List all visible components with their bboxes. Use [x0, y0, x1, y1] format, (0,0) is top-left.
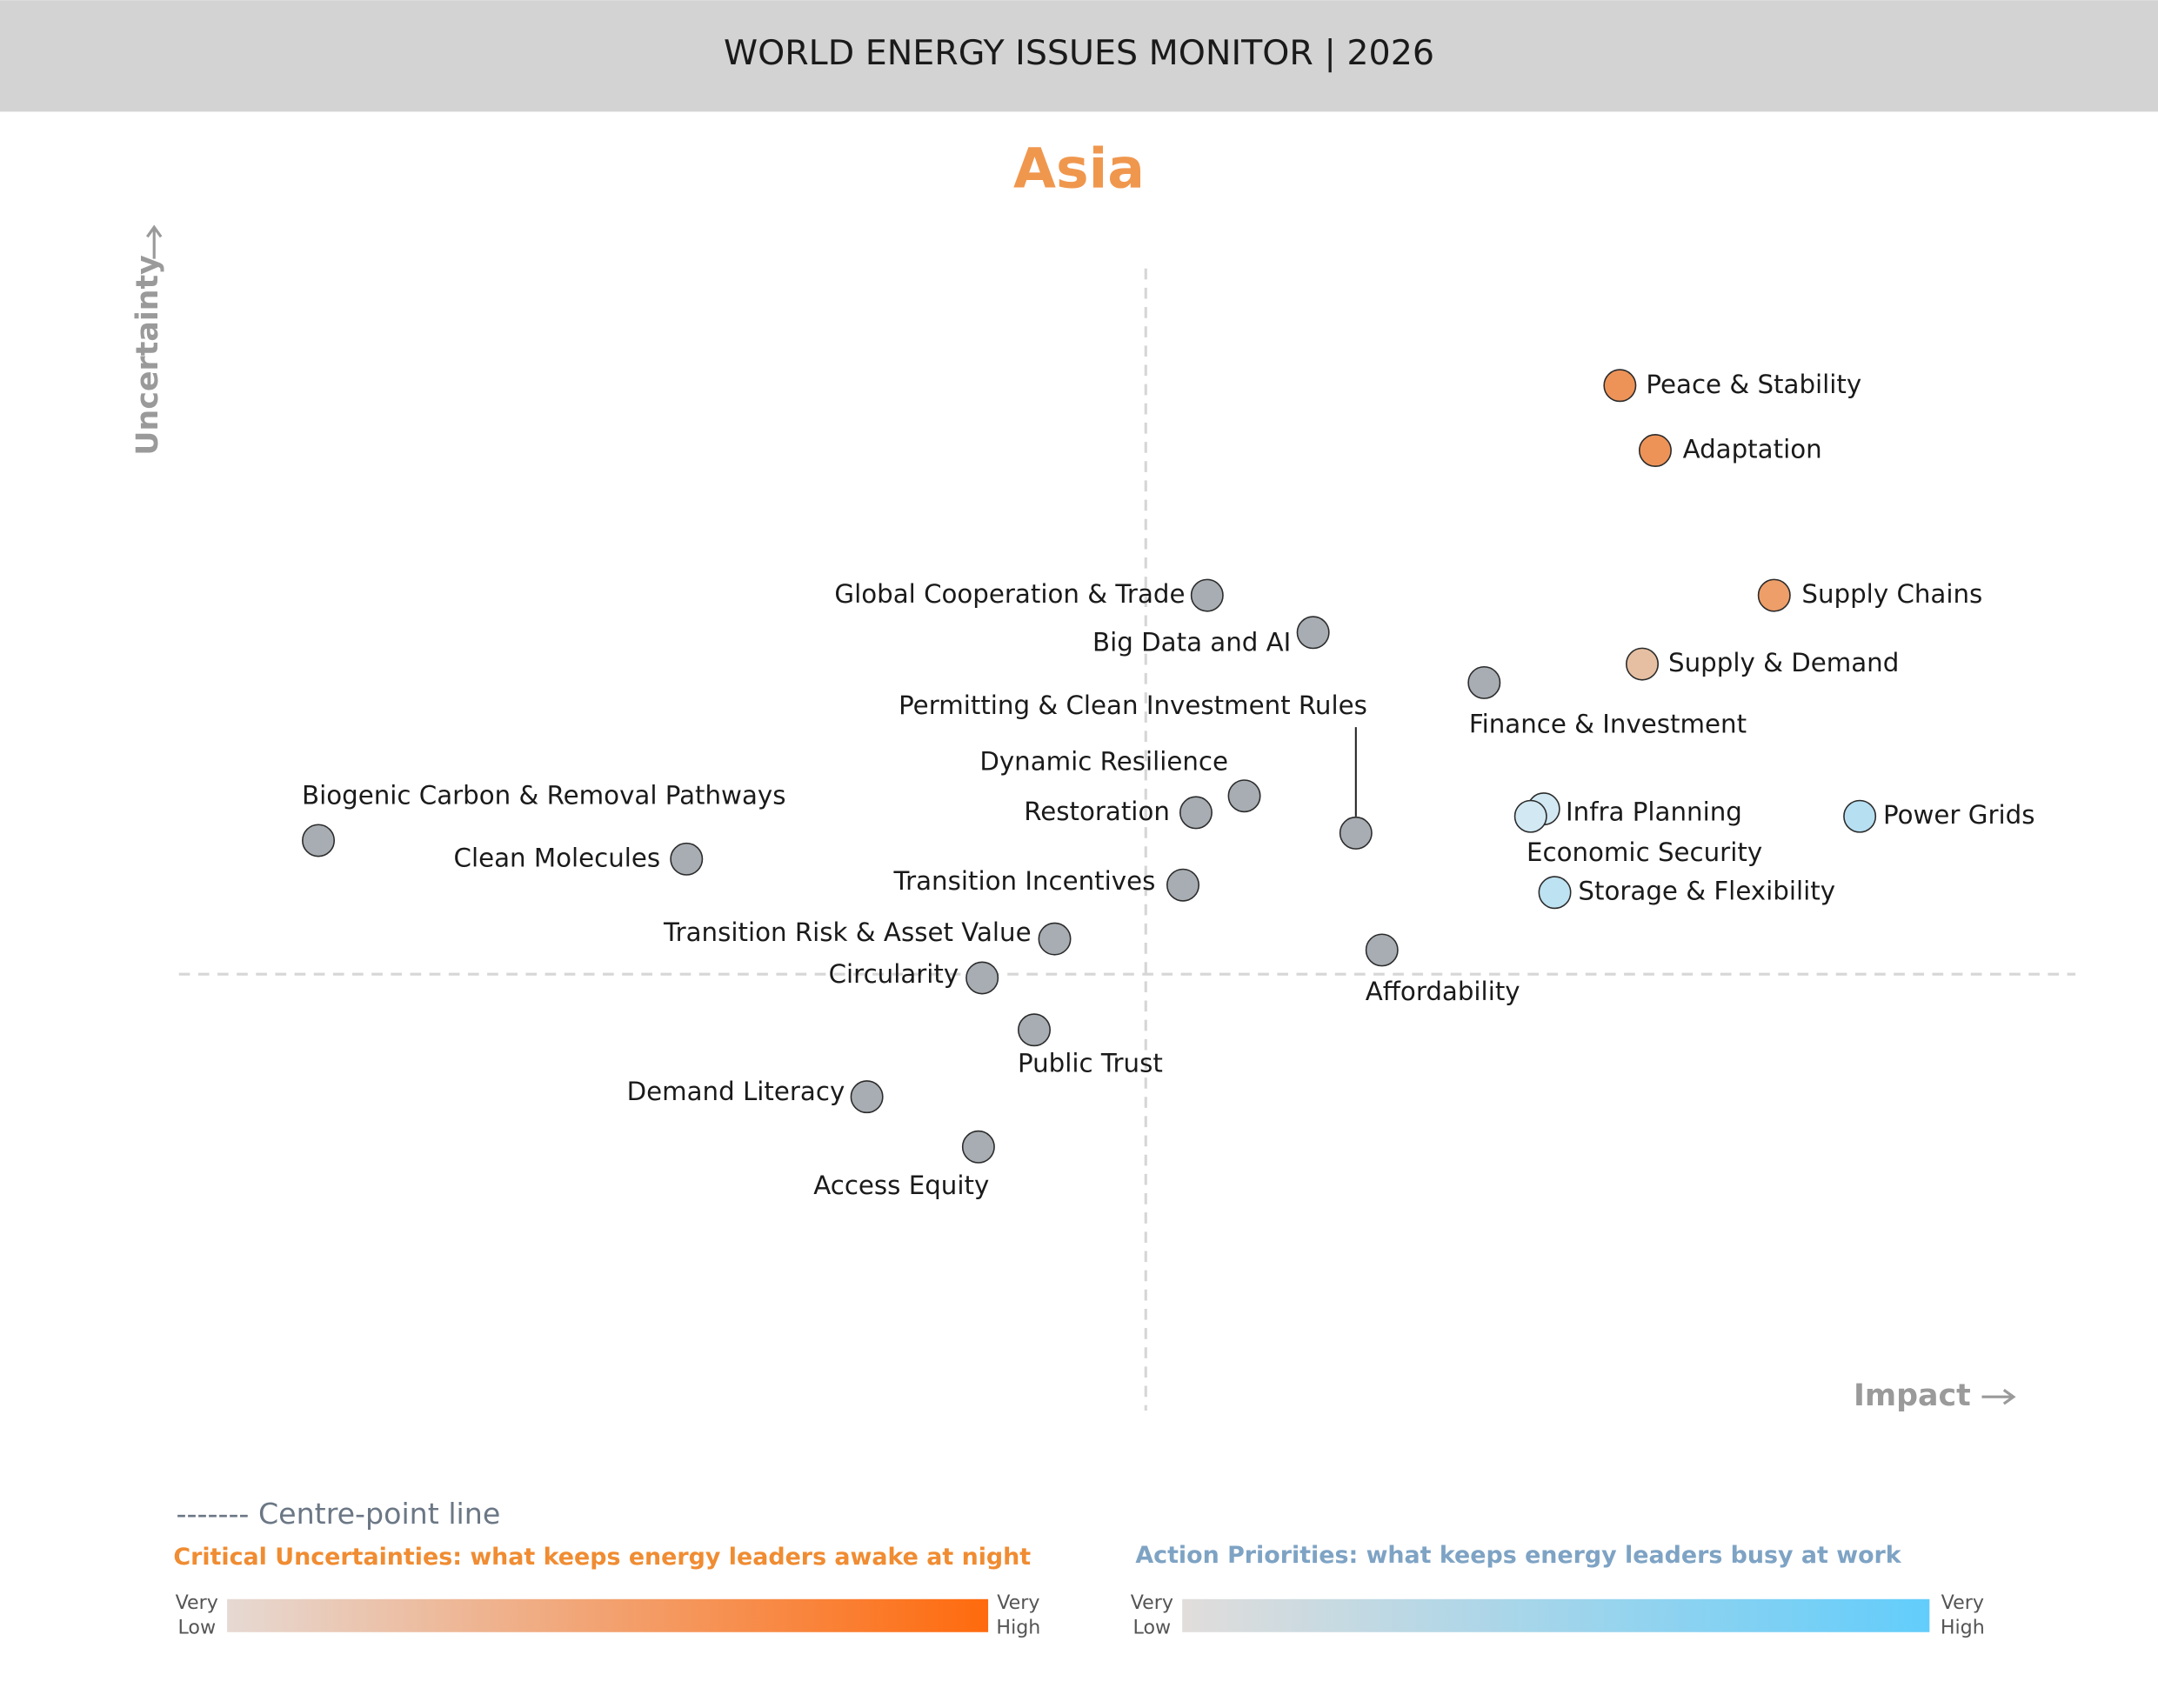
- data-point: [850, 1080, 884, 1114]
- data-point: [1018, 1013, 1051, 1047]
- data-point: [965, 961, 999, 995]
- data-point: [1190, 578, 1224, 612]
- point-label: Demand Literacy: [627, 1077, 845, 1106]
- data-point: [1339, 816, 1373, 850]
- data-point: [1467, 665, 1501, 699]
- point-label: Supply & Demand: [1668, 648, 1899, 677]
- point-label: Infra Planning: [1566, 797, 1742, 826]
- data-point: [1626, 647, 1659, 681]
- point-label: Biogenic Carbon & Removal Pathways: [302, 780, 785, 810]
- point-label: Permitting & Clean Investment Rules: [899, 691, 1367, 720]
- point-label: Adaptation: [1683, 435, 1822, 464]
- point-label: Circularity: [829, 959, 959, 989]
- data-point: [1038, 922, 1072, 956]
- action-legend-title: Action Priorities: what keeps energy lea…: [1135, 1542, 1901, 1569]
- gradient-end-label: Very: [176, 1591, 218, 1614]
- point-label: Global Cooperation & Trade: [834, 579, 1185, 609]
- chart-title: Asia: [1013, 137, 1145, 201]
- point-label: Transition Incentives: [893, 866, 1156, 896]
- gradient-end-label: Low: [177, 1617, 216, 1639]
- data-point: [1296, 616, 1330, 650]
- critical-legend-title: Critical Uncertainties: what keeps energ…: [173, 1544, 1031, 1571]
- centre-line-legend: ------- Centre-point line: [177, 1497, 501, 1531]
- data-point: [1166, 868, 1199, 902]
- data-point: [1365, 933, 1399, 967]
- gradient-end-label: High: [1941, 1617, 1985, 1639]
- header-title: WORLD ENERGY ISSUES MONITOR | 2026: [724, 33, 1434, 73]
- point-label: Storage & Flexibility: [1578, 877, 1835, 906]
- data-point: [961, 1130, 995, 1164]
- point-label: Finance & Investment: [1469, 709, 1747, 738]
- y-axis-arrow: [146, 224, 163, 259]
- point-label: Access Equity: [813, 1171, 989, 1200]
- x-axis-label: Impact: [1854, 1378, 1971, 1413]
- gradient-end-label: Very: [1941, 1591, 1984, 1614]
- data-point: [1513, 799, 1547, 833]
- header-bar: [0, 0, 2158, 112]
- y-axis-label: Uncertainty: [130, 255, 165, 456]
- point-label: Peace & Stability: [1646, 370, 1861, 399]
- data-point: [1538, 876, 1572, 910]
- point-label: Transition Risk & Asset Value: [663, 917, 1032, 947]
- x-axis-arrow: [1981, 1389, 2016, 1405]
- data-point: [1227, 779, 1261, 813]
- point-label: Clean Molecules: [454, 843, 661, 872]
- data-point: [1638, 434, 1672, 468]
- point-label: Power Grids: [1883, 800, 2034, 830]
- point-label: Affordability: [1366, 977, 1520, 1006]
- gradient-end-label: Low: [1133, 1617, 1172, 1639]
- data-point: [1179, 796, 1213, 830]
- data-point: [670, 842, 704, 876]
- gradient-end-label: Very: [1131, 1591, 1173, 1614]
- data-point: [1603, 369, 1637, 403]
- data-point: [1757, 578, 1791, 612]
- gradient-end-label: Very: [997, 1591, 1039, 1614]
- point-label: Economic Security: [1527, 837, 1762, 867]
- point-label: Supply Chains: [1801, 579, 1982, 609]
- data-point: [1843, 799, 1877, 833]
- gradient-end-label: High: [996, 1617, 1040, 1639]
- point-label: Dynamic Resilience: [979, 747, 1228, 777]
- point-label: Public Trust: [1018, 1048, 1163, 1078]
- data-point: [302, 824, 336, 857]
- point-label: Big Data and AI: [1092, 627, 1291, 657]
- critical-gradient: [227, 1598, 989, 1632]
- action-gradient: [1182, 1598, 1930, 1632]
- point-label: Restoration: [1024, 797, 1170, 826]
